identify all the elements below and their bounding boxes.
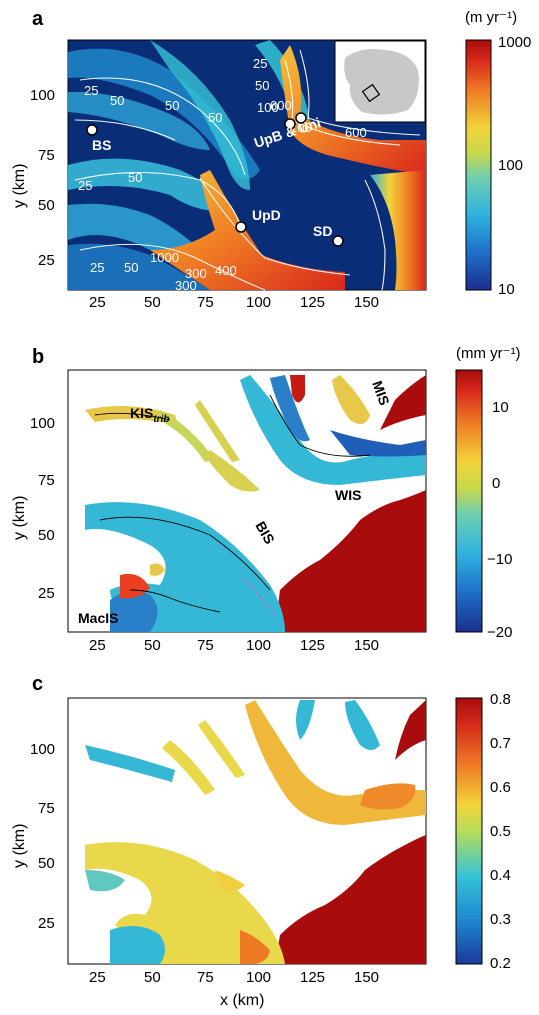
y-tick: 50 (38, 527, 55, 544)
y-tick: 75 (38, 147, 55, 164)
stream-label: WIS (335, 487, 361, 503)
site-marker (295, 112, 307, 124)
colorbar-tick: 0.3 (490, 911, 511, 928)
x-tick: 100 (246, 294, 271, 311)
colorbar-tick: 10 (498, 281, 515, 298)
contour-label: 400 (215, 263, 237, 278)
colorbar-tick: 0.2 (490, 955, 511, 972)
contour-label: 50 (165, 98, 179, 113)
colorbar-tick: 1000 (498, 34, 531, 51)
contour-label: 600 (270, 98, 292, 113)
contour-label: 25 (253, 56, 267, 71)
panel-label: a (32, 8, 44, 30)
y-axis-label: y (km) (11, 164, 28, 208)
y-tick: 50 (38, 855, 55, 872)
contour-label: 50 (128, 170, 142, 185)
colorbar-unit: (mm yr⁻¹) (456, 345, 521, 362)
x-tick: 125 (300, 294, 325, 311)
panel-b: b (mm yr⁻¹) (11, 345, 521, 654)
site-marker (235, 221, 247, 233)
colorbar-b: 10 0 −10 −20 (455, 369, 512, 641)
colorbar-tick: 0 (492, 475, 500, 492)
axes-c: 100 75 50 25 y (km) 25 50 75 100 125 150… (11, 741, 379, 1009)
x-tick: 150 (354, 969, 379, 986)
contour-label: 50 (110, 93, 124, 108)
x-tick: 75 (197, 969, 214, 986)
x-tick: 25 (89, 294, 106, 311)
contour-label: 600 (345, 125, 367, 140)
y-tick: 25 (38, 585, 55, 602)
panel-a: a (m yr⁻¹) (11, 8, 531, 311)
site-marker (332, 235, 344, 247)
x-tick: 25 (89, 969, 106, 986)
colorbar-tick: 0.4 (490, 867, 511, 884)
site-label: BS (92, 137, 111, 153)
site-marker (284, 118, 296, 130)
y-tick: 50 (38, 197, 55, 214)
colorbar-unit: (m yr⁻¹) (465, 9, 517, 26)
stream-label: MacIS (78, 610, 118, 626)
contour-label: 300 (175, 278, 197, 293)
fraction-map (67, 697, 427, 965)
x-tick: 150 (354, 637, 379, 654)
site-label: UpD (252, 207, 281, 223)
contour-label: 50 (124, 260, 138, 275)
panel-c: c 0.8 0.7 0.6 0.5 0.4 0.3 (11, 673, 511, 1009)
x-tick: 125 (300, 637, 325, 654)
melt-map: KIStrib MIS WIS BIS MacIS (67, 369, 427, 633)
contour-label: 50 (255, 78, 269, 93)
contour-label: 300 (185, 266, 207, 281)
contour-label: 100 (257, 100, 279, 115)
y-tick: 25 (38, 252, 55, 269)
contour-label: 25 (78, 178, 92, 193)
colorbar-tick: −20 (487, 624, 512, 641)
x-tick: 150 (354, 294, 379, 311)
x-tick: 125 (300, 969, 325, 986)
y-tick: 100 (30, 87, 55, 104)
contour-label: 25 (90, 260, 104, 275)
y-tick: 100 (30, 741, 55, 758)
x-tick: 25 (89, 637, 106, 654)
colorbar-tick: 0.5 (490, 823, 511, 840)
contour-label: 50 (208, 110, 222, 125)
x-tick: 50 (144, 294, 161, 311)
colorbar-tick: 100 (498, 157, 523, 174)
antarctica-inset (334, 40, 426, 123)
panel-label: b (32, 346, 44, 368)
contour-label: 1000 (150, 250, 179, 265)
y-tick: 75 (38, 800, 55, 817)
contour-label: 25 (84, 83, 98, 98)
stream-label: KIStrib (130, 405, 169, 425)
axes-a: 100 75 50 25 y (km) 25 50 75 100 125 150 (11, 87, 379, 311)
site-marker (86, 124, 98, 136)
stream-label: MIS (369, 379, 393, 408)
x-tick: 75 (197, 294, 214, 311)
panel-label: c (32, 673, 43, 695)
x-tick: 100 (246, 969, 271, 986)
contour-label: 500 (253, 288, 275, 303)
y-tick: 100 (30, 415, 55, 432)
x-tick: 50 (144, 637, 161, 654)
x-axis-label: x (km) (220, 992, 264, 1009)
colorbar-tick: 0.8 (490, 691, 511, 708)
colorbar-tick: 0.6 (490, 779, 511, 796)
colorbar-c: 0.8 0.7 0.6 0.5 0.4 0.3 0.2 (455, 691, 511, 972)
y-tick: 25 (38, 915, 55, 932)
colorbar-a: 1000 100 10 (465, 34, 531, 298)
x-tick: 100 (246, 637, 271, 654)
site-label: SD (313, 223, 332, 239)
x-tick: 50 (144, 969, 161, 986)
y-tick: 75 (38, 472, 55, 489)
colorbar-tick: 10 (492, 399, 509, 416)
axes-b: 100 75 50 25 y (km) 25 50 75 100 125 150 (11, 415, 379, 654)
y-axis-label: y (km) (11, 824, 28, 868)
colorbar-tick: −10 (487, 551, 512, 568)
x-tick: 75 (197, 637, 214, 654)
y-axis-label: y (km) (11, 496, 28, 540)
colorbar-tick: 0.7 (490, 735, 511, 752)
velocity-map: 25 50 50 50 25 25 50 25 50 50 100 600 10… (67, 39, 427, 303)
